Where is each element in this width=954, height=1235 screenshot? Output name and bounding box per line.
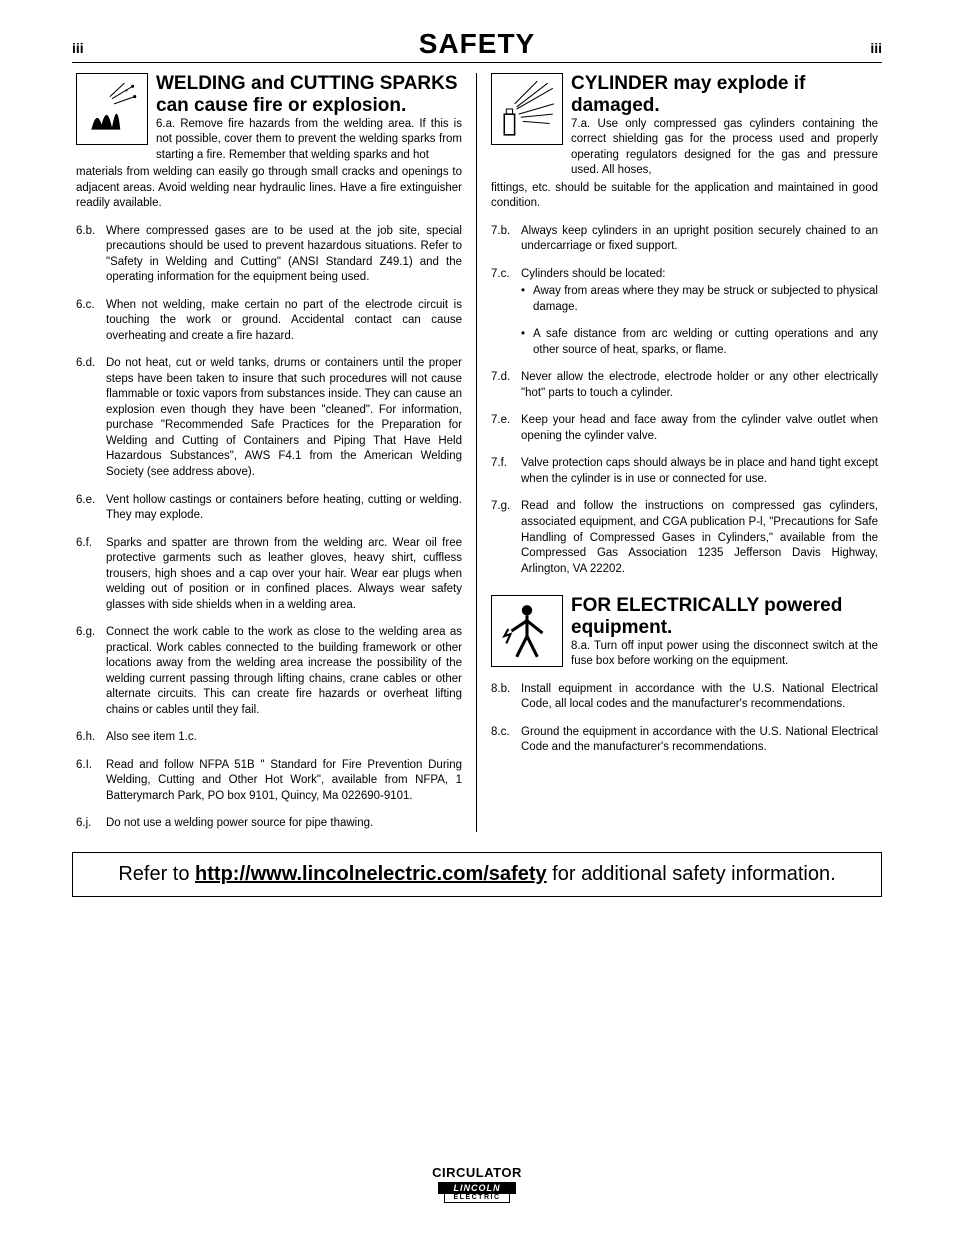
item-6a-start: 6.a. Remove fire hazards from the weldin… [156, 117, 462, 164]
section-7-item-label: 7.c. [491, 267, 521, 359]
electrical-shock-icon [491, 595, 563, 667]
section-8-item-body: Ground the equipment in accordance with … [521, 725, 878, 756]
section-6-item-body: Do not heat, cut or weld tanks, drums or… [106, 356, 462, 480]
product-footer: CIRCULATOR LINCOLN ELECTRIC [0, 1165, 954, 1203]
section-6-item-label: 6.c. [76, 298, 106, 345]
section-7-item: 7.g.Read and follow the instructions on … [491, 499, 878, 577]
section-7-item: 7.e.Keep your head and face away from th… [491, 413, 878, 444]
section-7-item-label: 7.d. [491, 370, 521, 401]
logo-brand-bot: ELECTRIC [444, 1194, 510, 1203]
section-6-item: 6.h.Also see item 1.c. [76, 730, 462, 746]
item-6a-cont: materials from welding can easily go thr… [76, 165, 462, 212]
section-6-item-body: Connect the work cable to the work as cl… [106, 625, 462, 718]
section-6-item-label: 6.d. [76, 356, 106, 480]
left-column: WELDING and CUTTING SPARKS can cause fir… [72, 73, 477, 832]
section-6-item: 6.c.When not welding, make certain no pa… [76, 298, 462, 345]
section-7-sub-text: A safe distance from arc welding or cutt… [533, 327, 878, 358]
item-8a-text: Turn off input power using the disconnec… [571, 640, 878, 668]
page-header: iii SAFETY iii [72, 28, 882, 63]
section-7-title: CYLINDER may explode if damaged. [571, 73, 878, 117]
section-7-item-body: Read and follow the instructions on comp… [521, 499, 878, 577]
section-7-item-body: Valve protection caps should always be i… [521, 456, 878, 487]
section-6-item-label: 6.j. [76, 816, 106, 832]
product-name: CIRCULATOR [0, 1165, 954, 1180]
section-7-item-label: 7.e. [491, 413, 521, 444]
section-8-item-label: 8.c. [491, 725, 521, 756]
bullet-icon: • [521, 284, 533, 315]
section-8: FOR ELECTRICALLY powered equipment. 8.a.… [491, 595, 878, 756]
section-7-item: 7.f.Valve protection caps should always … [491, 456, 878, 487]
section-6-item: 6.d.Do not heat, cut or weld tanks, drum… [76, 356, 462, 480]
section-6-item-label: 6.g. [76, 625, 106, 718]
section-7-sub-bullet: •A safe distance from arc welding or cut… [521, 327, 878, 358]
section-7-item-body: Keep your head and face away from the cy… [521, 413, 878, 444]
item-7a-start: 7.a. Use only compressed gas cylinders c… [571, 117, 878, 179]
section-6-item-body: Vent hollow castings or containers befor… [106, 493, 462, 524]
section-6-item: 6.g.Connect the work cable to the work a… [76, 625, 462, 718]
footer-prefix: Refer to [118, 863, 195, 885]
section-8-header: FOR ELECTRICALLY powered equipment. 8.a.… [491, 595, 878, 670]
item-7a-cont: fittings, etc. should be suitable for th… [491, 181, 878, 212]
section-7-item: 7.b.Always keep cylinders in an upright … [491, 224, 878, 255]
section-8-item: 8.c.Ground the equipment in accordance w… [491, 725, 878, 756]
page-number-right: iii [870, 40, 882, 56]
section-7-item-label: 7.b. [491, 224, 521, 255]
section-7-item-label: 7.g. [491, 499, 521, 577]
section-7-header: CYLINDER may explode if damaged. 7.a. Us… [491, 73, 878, 179]
section-6-item-body: Sparks and spatter are thrown from the w… [106, 536, 462, 614]
page-number-left: iii [72, 40, 84, 56]
safety-url-box: Refer to http://www.lincolnelectric.com/… [72, 852, 882, 897]
section-6-item: 6.I.Read and follow NFPA 51B " Standard … [76, 758, 462, 805]
bullet-icon: • [521, 327, 533, 358]
item-6a-label: 6.a. [156, 118, 175, 130]
fire-sparks-icon [76, 73, 148, 145]
section-6-item-body: When not welding, make certain no part o… [106, 298, 462, 345]
section-6-item-label: 6.e. [76, 493, 106, 524]
lincoln-logo: LINCOLN ELECTRIC [438, 1182, 516, 1203]
section-6-item-label: 6.I. [76, 758, 106, 805]
section-6-item: 6.f.Sparks and spatter are thrown from t… [76, 536, 462, 614]
section-6-title: WELDING and CUTTING SPARKS can cause fir… [156, 73, 462, 117]
section-6-item-label: 6.h. [76, 730, 106, 746]
section-6-item: 6.b.Where compressed gases are to be use… [76, 224, 462, 286]
section-6-item-body: Do not use a welding power source for pi… [106, 816, 462, 832]
cylinder-explode-icon [491, 73, 563, 145]
content-columns: WELDING and CUTTING SPARKS can cause fir… [72, 73, 882, 832]
section-8-item-body: Install equipment in accordance with the… [521, 682, 878, 713]
section-8-title: FOR ELECTRICALLY powered equipment. [571, 595, 878, 639]
section-6-item-body: Read and follow NFPA 51B " Standard for … [106, 758, 462, 805]
section-7-item-body: Always keep cylinders in an upright posi… [521, 224, 878, 255]
section-7-item: 7.d.Never allow the electrode, electrode… [491, 370, 878, 401]
right-column: CYLINDER may explode if damaged. 7.a. Us… [477, 73, 882, 832]
section-6-item-body: Also see item 1.c. [106, 730, 462, 746]
section-7-sub-text: Away from areas where they may be struck… [533, 284, 878, 315]
item-7a-label: 7.a. [571, 118, 590, 130]
section-6-item: 6.j.Do not use a welding power source fo… [76, 816, 462, 832]
section-8-item-label: 8.b. [491, 682, 521, 713]
section-7-sub-bullet: •Away from areas where they may be struc… [521, 284, 878, 315]
page-title: SAFETY [419, 28, 535, 60]
section-6-item-label: 6.b. [76, 224, 106, 286]
section-6-item: 6.e.Vent hollow castings or containers b… [76, 493, 462, 524]
section-7-item-body: Cylinders should be located:•Away from a… [521, 267, 878, 359]
section-7-item: 7.c.Cylinders should be located:•Away fr… [491, 267, 878, 359]
section-7-item-label: 7.f. [491, 456, 521, 487]
section-7-item-body: Never allow the electrode, electrode hol… [521, 370, 878, 401]
item-8a-label: 8.a. [571, 640, 590, 652]
safety-link[interactable]: http://www.lincolnelectric.com/safety [195, 863, 547, 885]
section-8-item: 8.b.Install equipment in accordance with… [491, 682, 878, 713]
footer-suffix: for additional safety information. [547, 863, 836, 885]
logo-brand-top: LINCOLN [438, 1182, 516, 1194]
item-8a: 8.a. Turn off input power using the disc… [571, 639, 878, 670]
section-6-item-label: 6.f. [76, 536, 106, 614]
section-6-header: WELDING and CUTTING SPARKS can cause fir… [76, 73, 462, 163]
section-6-item-body: Where compressed gases are to be used at… [106, 224, 462, 286]
